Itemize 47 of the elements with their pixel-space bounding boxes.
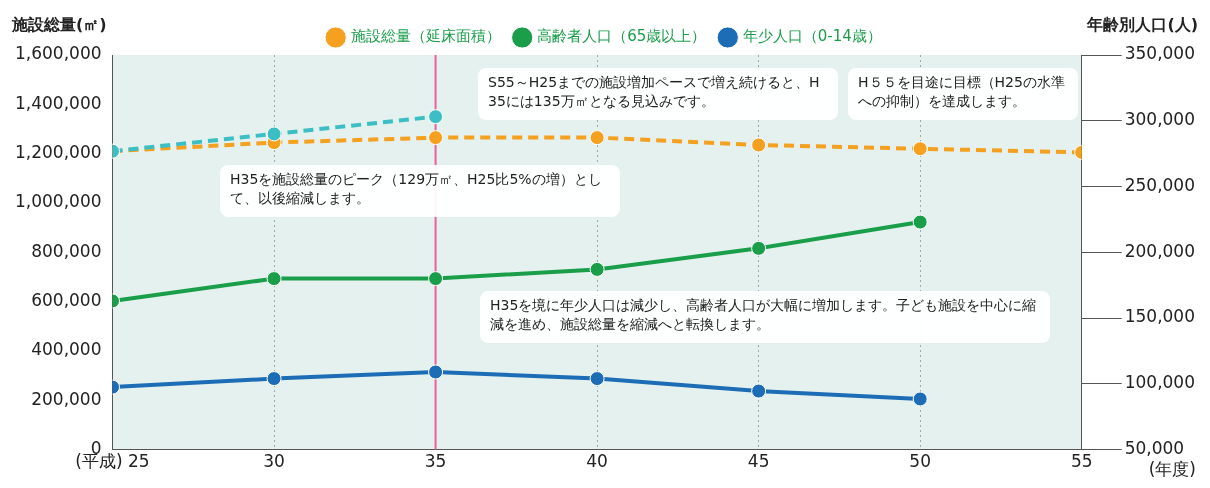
x-tick-label: 40 <box>586 451 608 472</box>
point <box>428 364 444 380</box>
x-axis-title: (年度) <box>1148 458 1196 479</box>
y-tick-label: 1,600,000 <box>14 43 102 64</box>
y-tick-label: 1,200,000 <box>14 142 102 163</box>
annotation: S55～H25までの施設増加ペースで増え続けると、H35には135万㎡となる見込みです。 <box>488 73 820 109</box>
legend-label: 施設総量（延床面積） <box>350 27 501 46</box>
annotation: H35を境に年少人口は減少し、高齢者人口が大幅に増加します。子ども施設を中心に縮減を進め、施設総量を縮減へと転換します。 <box>490 296 1037 332</box>
y2-tick-label: 250,000 <box>1124 174 1196 195</box>
y-axis-title: 施設総量(㎡) <box>11 15 107 35</box>
point <box>266 371 282 387</box>
point <box>912 391 928 407</box>
y2-tick-label: 200,000 <box>1124 240 1196 261</box>
y2-tick-label: 50,000 <box>1124 438 1185 459</box>
x-tick-label: 30 <box>263 451 285 472</box>
y-tick-label: 1,400,000 <box>14 92 102 113</box>
legend-label: 年少人口（0-14歳） <box>742 27 882 46</box>
y2-tick-label: 150,000 <box>1124 306 1196 327</box>
point <box>912 141 928 157</box>
point <box>751 240 767 256</box>
point <box>428 271 444 287</box>
legend-label: 高齢者人口（65歳以上） <box>537 27 707 46</box>
annotation: H35を施設総量のピーク（129万㎡、H25比5%の増）として、以後縮減します。 <box>230 170 602 206</box>
y-tick-label: 600,000 <box>31 290 102 311</box>
point <box>428 130 444 146</box>
x-tick-label: 55 <box>1070 451 1093 472</box>
y2-axis-title: 年齢別人口(人) <box>1086 15 1198 35</box>
annotation: H５５を目途に目標（H25の水準への抑制）を達成します。 <box>858 73 1065 109</box>
point <box>266 126 282 142</box>
y-tick-label: 1,000,000 <box>14 191 102 212</box>
point <box>912 214 928 230</box>
point <box>751 383 767 399</box>
x-tick-label: 50 <box>909 451 931 472</box>
y-tick-label: 200,000 <box>31 388 102 409</box>
y2-tick-label: 100,000 <box>1124 372 1196 393</box>
y-tick-label: 800,000 <box>31 240 102 261</box>
point <box>428 109 444 125</box>
point <box>751 137 767 153</box>
point <box>589 130 605 146</box>
point <box>589 261 605 277</box>
point <box>266 271 282 287</box>
y2-tick-label: 300,000 <box>1124 109 1196 130</box>
x-tick-label: 35 <box>424 451 447 472</box>
x-tick-label: 45 <box>747 451 770 472</box>
point <box>589 371 605 387</box>
y-tick-label: 400,000 <box>31 339 102 360</box>
y2-tick-label: 350,000 <box>1124 43 1196 64</box>
